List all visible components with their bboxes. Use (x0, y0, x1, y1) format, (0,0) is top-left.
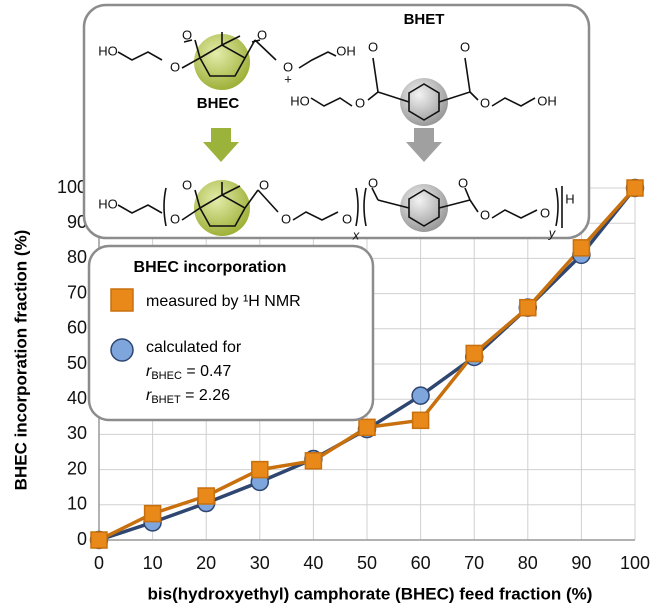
atom-label: O (480, 95, 490, 110)
legend-label: measured by ¹H NMR (146, 293, 301, 310)
atom-label: O (170, 59, 180, 74)
marker-square (197, 487, 215, 505)
atom-label: x (352, 227, 360, 242)
reaction-scheme: BHEC BHET + HO O O O O OH O O HO O O OH … (82, 3, 591, 242)
marker-square (411, 411, 430, 430)
camphor-ball (194, 34, 250, 90)
marker-circle (110, 338, 134, 362)
param-subscript: BHET (151, 394, 181, 406)
param-value: = 0.47 (182, 363, 231, 380)
atom-label: OH (537, 93, 557, 108)
atom-label: O (170, 211, 180, 226)
x-tick-label: 10 (143, 553, 163, 573)
atom-label: O (368, 39, 378, 54)
legend: BHEC incorporation measured by ¹H NMR ca… (87, 244, 375, 422)
benzene-ball (400, 78, 448, 126)
x-tick-label: 90 (571, 553, 591, 573)
atom-label: O (480, 207, 490, 222)
benzene-ring (408, 83, 440, 121)
x-tick-label: 100 (620, 553, 650, 573)
atom-label: O (259, 177, 269, 192)
atom-label: O (460, 39, 470, 54)
atom-label: HO (98, 43, 118, 58)
legend-param: rBHEC = 0.47 (146, 363, 231, 382)
atom-label: O (540, 205, 550, 220)
atom-label: O (182, 177, 192, 192)
atom-label: O (281, 211, 291, 226)
atom-label: HO (290, 93, 310, 108)
y-tick-label: 40 (67, 388, 87, 408)
marker-circle (411, 386, 430, 405)
legend-label: calculated for (146, 339, 242, 356)
marker-square (251, 460, 269, 479)
y-tick-label: 70 (67, 282, 87, 302)
x-tick-label: 0 (94, 553, 104, 573)
series-layer (89, 178, 645, 550)
atom-label: O (257, 27, 267, 42)
scheme-box (82, 3, 591, 240)
legend-param: rBHET = 2.26 (146, 387, 230, 406)
polymer-bonds (117, 182, 563, 228)
marker-square (358, 418, 376, 437)
y-tick-label: 100 (57, 177, 87, 197)
carbonyl-bonds (183, 39, 261, 43)
marker-square (519, 298, 537, 317)
legend-box (87, 244, 375, 422)
atom-label: O (283, 59, 293, 74)
x-tick-label: 40 (303, 553, 323, 573)
marker-square (304, 452, 323, 470)
y-tick-label: 30 (67, 423, 87, 443)
y-tick-label: 90 (67, 212, 87, 232)
arrow-bhet (406, 128, 442, 162)
atom-label: y (548, 225, 557, 240)
atom-label: H (565, 191, 574, 206)
x-tick-label: 80 (518, 553, 538, 573)
marker-square (626, 179, 644, 197)
param-value: = 2.26 (181, 387, 230, 404)
param-symbol: r (146, 363, 152, 380)
y-tick-label: 20 (67, 458, 87, 478)
marker-square (90, 531, 108, 549)
monomer-label: BHET (404, 11, 445, 28)
benzene-ring-polymer (408, 189, 440, 227)
atom-label: O (368, 175, 378, 190)
y-tick-label: 10 (67, 494, 87, 514)
x-tick-label: 70 (464, 553, 484, 573)
x-axis-label: bis(hydroxyethyl) camphorate (BHEC) feed… (148, 584, 593, 603)
atom-label: OH (336, 43, 356, 58)
legend-title: BHEC incorporation (134, 259, 287, 276)
bhec-bonds (117, 32, 337, 77)
atom-label: HO (98, 196, 118, 211)
x-tick-label: 50 (357, 553, 377, 573)
plus-sign: + (284, 71, 292, 86)
marker-square (110, 288, 134, 312)
benzene-ball-polymer (400, 184, 448, 232)
y-axis-label: BHEC incorporation fraction (%) (11, 230, 30, 491)
x-tick-label: 60 (411, 553, 431, 573)
atom-label: O (458, 175, 468, 190)
x-tick-label: 20 (196, 553, 216, 573)
y-tick-label: 80 (67, 247, 87, 267)
param-subscript: BHEC (151, 370, 182, 382)
x-tick-label: 30 (250, 553, 270, 573)
atom-label: O (355, 95, 365, 110)
y-tick-label: 50 (67, 353, 87, 373)
legend-keys (110, 288, 134, 362)
y-tick-label: 0 (77, 529, 87, 549)
param-symbol: r (146, 387, 152, 404)
marker-square (572, 239, 591, 257)
arrow-bhec (203, 128, 239, 162)
y-tick-label: 60 (67, 318, 87, 338)
atom-label: O (182, 27, 192, 42)
atom-label: O (342, 211, 352, 226)
marker-square (143, 504, 162, 523)
bhet-bonds (310, 57, 536, 107)
monomer-label: BHEC (197, 95, 240, 112)
marker-square (465, 344, 483, 363)
